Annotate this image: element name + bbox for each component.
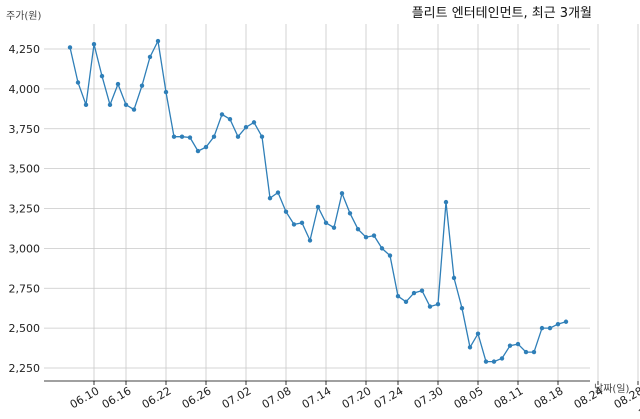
data-point — [219, 112, 225, 117]
data-point — [107, 102, 113, 108]
data-point — [275, 190, 281, 195]
data-point — [363, 235, 369, 240]
data-point — [259, 134, 265, 139]
data-point — [243, 124, 249, 130]
data-point — [435, 302, 441, 307]
x-tick-label: 07.08 — [260, 384, 294, 411]
data-point — [147, 54, 153, 60]
y-tick-label: 3,750 — [9, 123, 41, 136]
data-point — [387, 253, 393, 258]
y-tick-label: 2,500 — [9, 322, 41, 335]
data-point — [515, 341, 521, 347]
data-point — [451, 275, 457, 281]
data-point — [283, 209, 289, 214]
data-point — [507, 343, 513, 348]
y-tick-label: 3,250 — [9, 203, 41, 216]
x-tick-label: 08.11 — [492, 384, 526, 411]
data-point — [323, 220, 329, 226]
data-point — [379, 246, 385, 251]
y-tick-label: 3,500 — [9, 163, 41, 176]
data-point — [475, 331, 481, 336]
chart-title: 플리트 엔터테인먼트, 최근 3개월 — [412, 6, 592, 21]
data-point — [195, 148, 201, 154]
data-point — [411, 290, 417, 296]
data-point — [523, 349, 529, 355]
data-point — [211, 134, 217, 139]
data-point — [395, 294, 401, 299]
x-tick-label: 06.26 — [180, 384, 214, 411]
data-point — [467, 345, 473, 350]
data-point — [443, 199, 449, 205]
data-point — [83, 102, 89, 108]
data-point — [171, 134, 177, 139]
x-tick-label: 07.02 — [220, 384, 254, 411]
data-point — [179, 134, 185, 139]
data-point — [419, 288, 425, 293]
x-tick-label: 07.14 — [300, 384, 334, 411]
data-point — [235, 134, 241, 139]
series-points — [67, 38, 569, 364]
data-point — [91, 42, 97, 47]
data-point — [499, 356, 505, 361]
data-point — [555, 321, 561, 327]
data-point — [163, 89, 169, 95]
data-point — [139, 83, 145, 88]
data-point — [355, 227, 361, 232]
data-point — [563, 319, 569, 324]
data-point — [155, 38, 161, 44]
data-point — [267, 195, 273, 201]
y-tick-label: 2,250 — [9, 362, 41, 375]
y-tick-label: 4,000 — [9, 83, 41, 96]
x-tick-label: 07.20 — [340, 384, 374, 411]
data-point — [483, 359, 489, 364]
data-point — [131, 107, 137, 112]
x-tick-label: 06.10 — [68, 384, 102, 411]
data-point — [115, 81, 121, 87]
data-point — [547, 325, 553, 331]
data-point — [371, 233, 377, 238]
data-point — [187, 135, 193, 140]
data-point — [299, 220, 305, 226]
x-tick-label: 08.18 — [532, 384, 566, 411]
x-tick-label: 07.24 — [372, 384, 406, 411]
grid-lines — [44, 24, 639, 381]
x-tick-label: 07.30 — [412, 384, 446, 411]
data-point — [403, 299, 409, 305]
data-point — [315, 204, 321, 210]
y-tick-label: 4,250 — [9, 43, 41, 56]
data-point — [251, 120, 257, 125]
data-point — [331, 225, 337, 230]
data-point — [75, 80, 81, 85]
y-tick-label: 3,000 — [9, 242, 41, 255]
x-tick-label: 06.16 — [100, 384, 134, 411]
x-tick-label: 06.22 — [140, 384, 174, 411]
y-axis-ticks: 2,250 2,500 2,750 3,000 3,250 3,500 3,750 4,000… — [9, 43, 41, 375]
data-point — [491, 359, 497, 364]
y-axis-label: 주가(원) — [6, 10, 42, 22]
data-point — [539, 325, 545, 331]
data-point — [307, 238, 313, 243]
data-point — [427, 304, 433, 309]
data-point — [227, 116, 233, 122]
data-point — [291, 222, 297, 227]
y-tick-label: 2,750 — [9, 282, 41, 295]
data-point — [531, 349, 537, 355]
data-point — [339, 191, 345, 196]
x-tick-label: 08.05 — [452, 384, 486, 411]
data-point — [123, 102, 129, 108]
data-point — [203, 144, 209, 150]
data-point — [67, 45, 73, 50]
data-point — [99, 73, 105, 79]
x-axis-label: 날짜(일) — [594, 383, 630, 395]
data-point — [347, 211, 353, 216]
data-point — [459, 305, 465, 311]
